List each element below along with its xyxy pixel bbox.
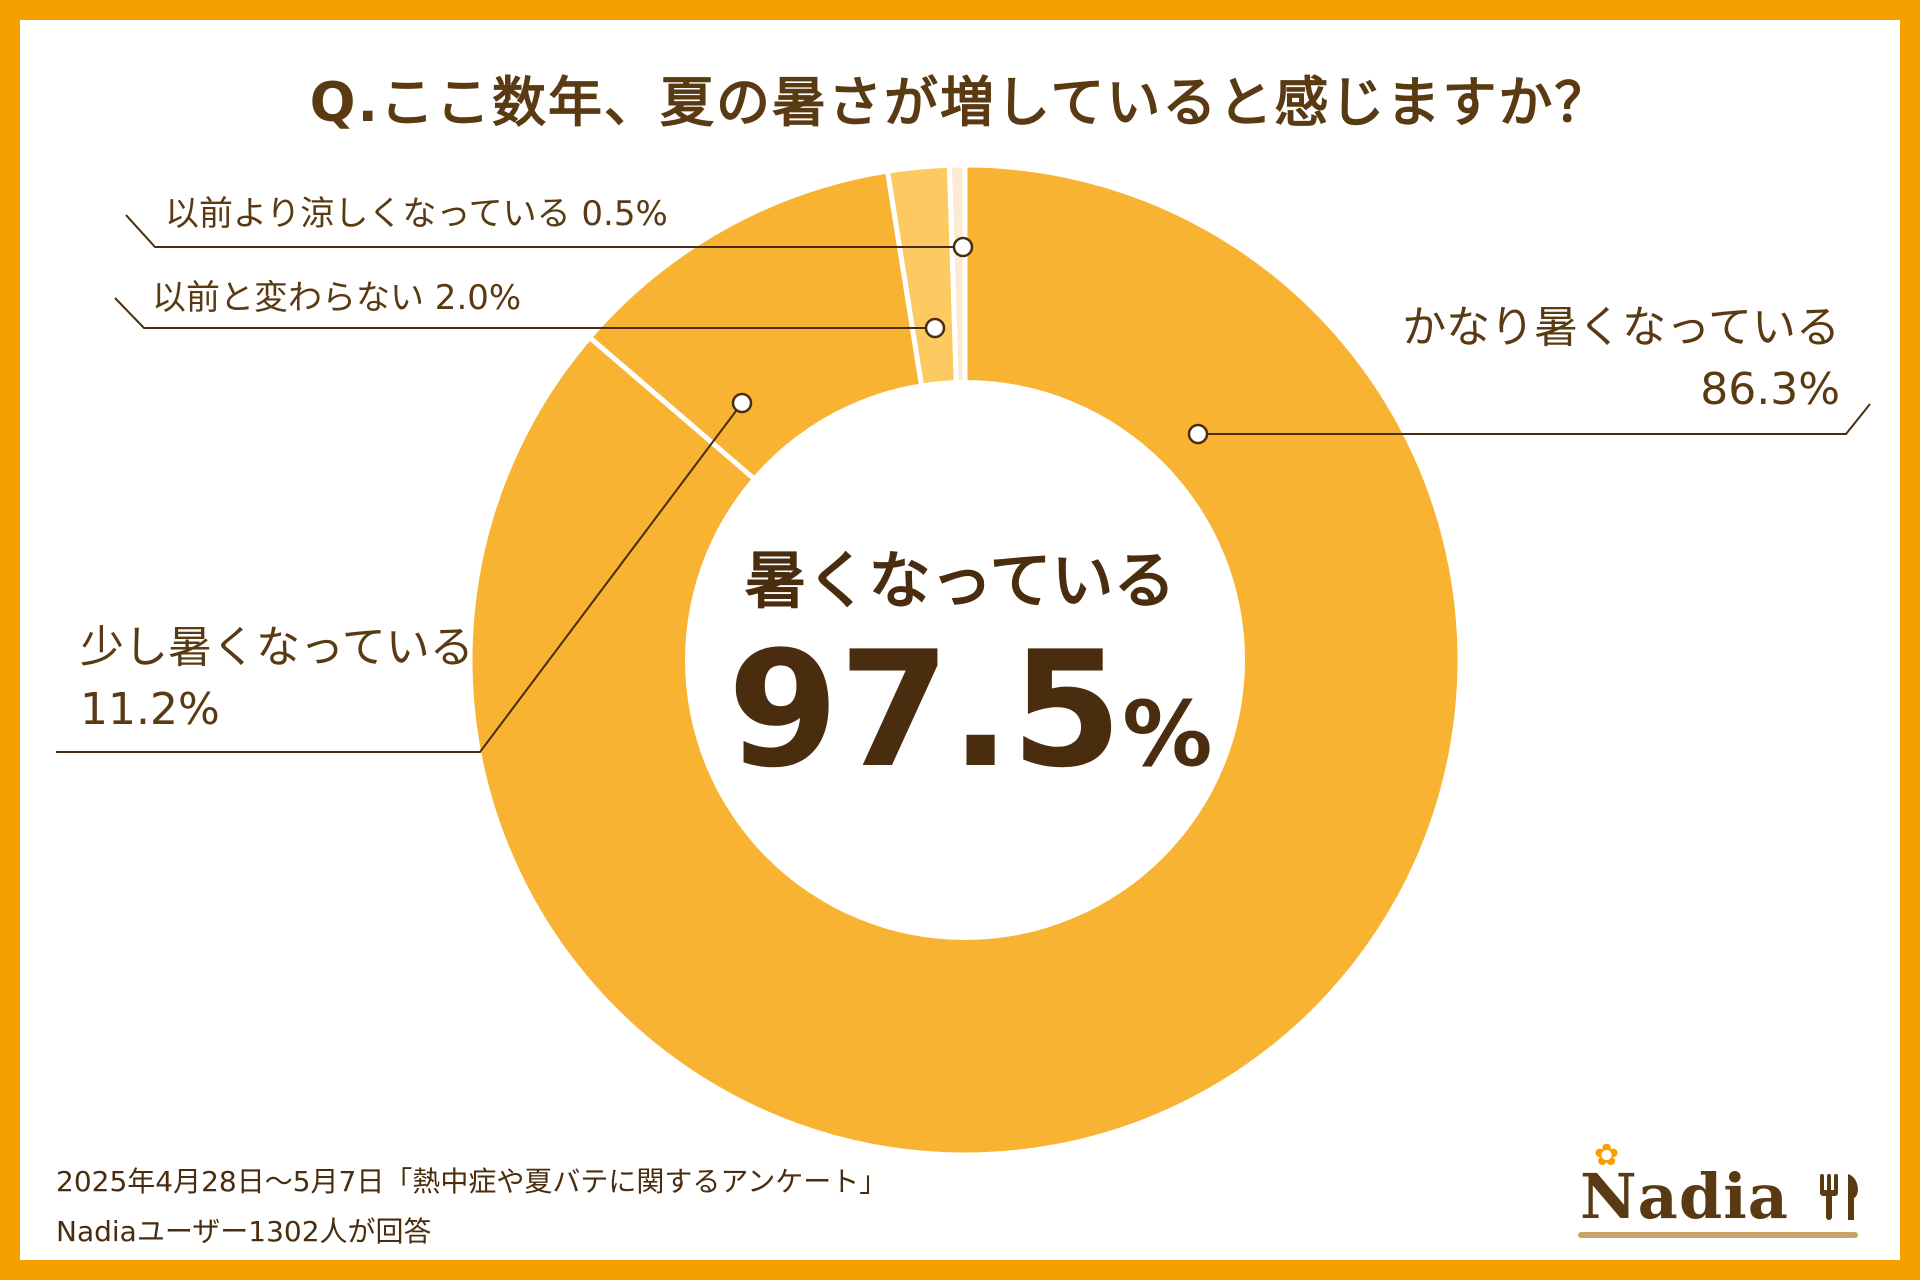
label-slightly-hotter: 少し暑くなっている 11.2% [80, 617, 474, 741]
center-value-unit: % [1122, 682, 1213, 787]
nadia-logo: Nadia [1580, 1160, 1868, 1233]
label-same: 以前と変わらない 2.0% [152, 278, 522, 318]
label-much-hotter-value: 86.3% [1700, 364, 1840, 415]
logo-underline [1578, 1232, 1858, 1238]
footer-survey-info: 2025年4月28日～5月7日「熱中症や夏バテに関するアンケート」 [56, 1165, 888, 1198]
marker-much-hotter [1187, 423, 1209, 445]
marker-same [924, 317, 946, 339]
leader-line-cooler [125, 214, 963, 248]
leader-line-slightly-hotter [56, 402, 743, 753]
logo-text: Nadia [1580, 1160, 1789, 1233]
chart-title: Q.ここ数年、夏の暑さが増していると感じますか？ [309, 71, 1611, 134]
marker-cooler [952, 236, 974, 258]
label-much-hotter-name: かなり暑くなっている [1402, 302, 1840, 353]
center-label: 暑くなっている [744, 544, 1176, 617]
label-much-hotter: かなり暑くなっている 86.3% [1402, 297, 1840, 421]
marker-slightly-hotter [731, 392, 753, 414]
donut-hole [685, 380, 1245, 940]
leader-line-much-hotter [1198, 403, 1871, 435]
footer-respondents: Nadiaユーザー1302人が回答 [56, 1215, 432, 1248]
label-slightly-hotter-value: 11.2% [80, 684, 220, 735]
label-slightly-hotter-name: 少し暑くなっている [80, 622, 474, 673]
center-value-number: 97.5 [727, 616, 1123, 803]
flower-icon: ✿ [1594, 1138, 1620, 1173]
fork-knife-icon [1819, 1174, 1858, 1220]
center-value: 97.5% [700, 620, 1240, 825]
label-cooler: 以前より涼しくなっている 0.5% [165, 194, 668, 234]
leader-line-same [114, 297, 935, 329]
